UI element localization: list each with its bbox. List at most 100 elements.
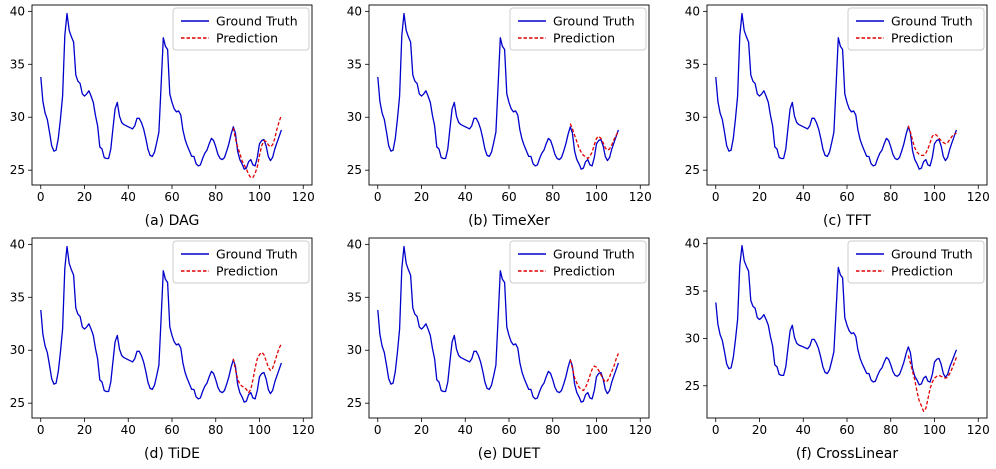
subplot-caption: (f) CrossLinear [796,446,898,462]
prediction-line [907,125,957,157]
y-tick-label: 40 [685,4,700,18]
legend-label: Ground Truth [891,14,973,29]
y-tick-label: 35 [10,57,25,71]
legend-label: Prediction [553,31,615,46]
x-tick-label: 20 [752,190,767,204]
x-tick-label: 60 [501,190,516,204]
legend-box [172,7,310,51]
ground-truth-line [715,244,958,386]
y-tick-label: 40 [10,4,25,18]
x-tick-label: 60 [839,190,854,204]
y-tick-label: 25 [10,163,25,177]
subplot-caption: (a) DAG [145,213,200,229]
legend-box [509,7,647,51]
x-tick-label: 0 [712,423,720,437]
legend-label: Ground Truth [553,14,635,29]
legend: Ground Truth Prediction [509,240,647,284]
legend-label: Ground Truth [216,247,298,262]
x-tick-label: 100 [923,423,946,437]
y-tick-label: 35 [10,290,25,304]
x-tick-label: 100 [585,423,608,437]
x-tick-label: 80 [883,190,898,204]
y-tick-label: 35 [685,57,700,71]
legend: Ground Truth Prediction [172,7,310,51]
x-tick-label: 0 [37,423,45,437]
x-tick-label: 60 [839,423,854,437]
x-tick-label: 80 [883,423,898,437]
legend-label: Prediction [216,264,278,279]
x-tick-label: 0 [712,190,720,204]
y-tick-label: 30 [685,110,700,124]
legend: Ground Truth Prediction [172,240,310,284]
legend-box [509,240,647,284]
ground-truth-line [40,12,283,170]
x-tick-label: 20 [414,423,429,437]
y-tick-label: 40 [685,237,700,251]
x-tick-label: 120 [967,423,990,437]
subplot-4: 0 20 40 60 80 100 120 25 30 35 40 Ground Truth Predi… [10,237,315,462]
x-tick-label: 120 [629,423,652,437]
x-tick-label: 60 [164,423,179,437]
y-tick-label: 25 [347,396,362,410]
x-tick-label: 120 [629,190,652,204]
ground-truth-line [377,12,620,170]
y-tick-label: 30 [347,343,362,357]
legend: Ground Truth Prediction [509,7,647,51]
x-tick-label: 0 [374,423,382,437]
legend-label: Prediction [553,264,615,279]
subplot-caption: (b) TimeXer [468,213,550,229]
y-tick-label: 40 [10,237,25,251]
prediction-line [569,123,619,160]
subplot-caption: (d) TiDE [144,446,200,462]
x-tick-label: 20 [77,190,92,204]
prediction-line [232,343,282,394]
x-tick-label: 100 [923,190,946,204]
ground-truth-line [715,12,958,170]
y-tick-label: 35 [347,57,362,71]
x-tick-label: 0 [37,190,45,204]
legend-label: Prediction [891,31,953,46]
subplot-5: 0 20 40 60 80 100 120 25 30 35 40 Ground Truth Predi… [347,237,652,462]
ground-truth-line [40,245,283,403]
prediction-line [907,355,958,413]
y-tick-label: 25 [10,396,25,410]
legend-label: Ground Truth [891,247,973,262]
x-tick-label: 0 [374,190,382,204]
x-tick-label: 120 [292,423,315,437]
subplot-3: 0 20 40 60 80 100 120 25 30 35 40 Ground Truth Predi… [685,4,990,229]
x-tick-label: 60 [501,423,516,437]
legend-label: Ground Truth [553,247,635,262]
y-tick-label: 30 [347,110,362,124]
x-tick-label: 20 [414,190,429,204]
x-tick-label: 40 [796,423,811,437]
y-tick-label: 30 [685,331,700,345]
legend-box [847,7,985,51]
x-tick-label: 40 [796,190,811,204]
x-tick-label: 120 [292,190,315,204]
legend-box [847,240,985,284]
y-tick-label: 25 [347,163,362,177]
x-tick-label: 40 [458,423,473,437]
x-tick-label: 80 [545,190,560,204]
y-tick-label: 30 [10,343,25,357]
x-tick-label: 40 [458,190,473,204]
x-tick-label: 100 [585,190,608,204]
x-tick-label: 80 [545,423,560,437]
subplot-caption: (c) TFT [823,213,871,229]
x-tick-label: 80 [208,190,223,204]
y-tick-label: 35 [685,284,700,298]
y-tick-label: 40 [347,4,362,18]
subplot-caption: (e) DUET [478,446,541,462]
x-tick-label: 100 [248,190,271,204]
y-tick-label: 25 [685,379,700,393]
x-tick-label: 80 [208,423,223,437]
prediction-line [569,353,620,392]
x-tick-label: 20 [77,423,92,437]
y-tick-label: 35 [347,290,362,304]
legend-label: Prediction [891,264,953,279]
x-tick-label: 60 [164,190,179,204]
x-tick-label: 40 [121,423,136,437]
subplot-6: 0 20 40 60 80 100 120 25 30 35 40 Ground Truth Predi… [685,237,990,462]
y-tick-label: 30 [10,110,25,124]
